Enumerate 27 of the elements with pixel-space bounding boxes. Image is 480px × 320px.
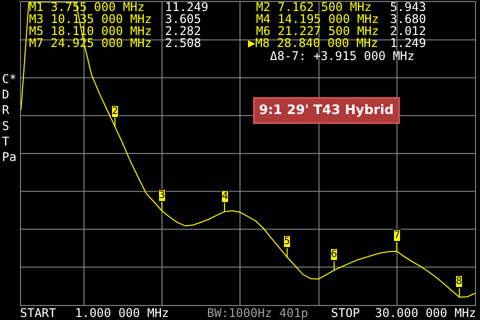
annotation: 2.012 <box>390 24 426 38</box>
text: STOP <box>331 306 360 320</box>
text: 9:1 29' T43 Hybrid <box>259 103 394 118</box>
text: BW:1000Hz 401p <box>207 306 308 320</box>
annotation: 3.680 <box>390 12 426 26</box>
text: 30.000 000 MHz <box>375 306 476 320</box>
text: 1.000 000 MHz <box>75 306 169 320</box>
annotation: 5 <box>284 236 290 247</box>
annotation: 4 <box>222 191 228 202</box>
annotation: 11.249 <box>165 0 208 14</box>
annotation: M6 21.227 500 MHz <box>256 24 379 38</box>
annotation: M4 14.195 000 MHz <box>256 12 379 26</box>
annotation: Δ8-7: +3.915 000 MHz <box>270 49 414 63</box>
annotation: 6 <box>331 249 338 260</box>
annotation: 3 <box>159 190 166 201</box>
annotation: 3.605 <box>165 12 202 26</box>
text: C* D R S T Pa <box>2 72 16 164</box>
annotation: ▶M8 28.840 000 MHz <box>248 36 378 50</box>
annotation: 1.249 <box>390 36 426 50</box>
annotation: 7 <box>394 230 400 241</box>
annotation: 2.282 <box>165 24 202 38</box>
annotation: M2 7.162 500 MHz <box>256 0 372 14</box>
annotation: 8 <box>456 276 462 287</box>
annotation: 2 <box>112 106 118 117</box>
annotation: 2.508 <box>165 36 202 50</box>
text: START <box>20 306 56 320</box>
annotation: 5.943 <box>390 0 426 14</box>
